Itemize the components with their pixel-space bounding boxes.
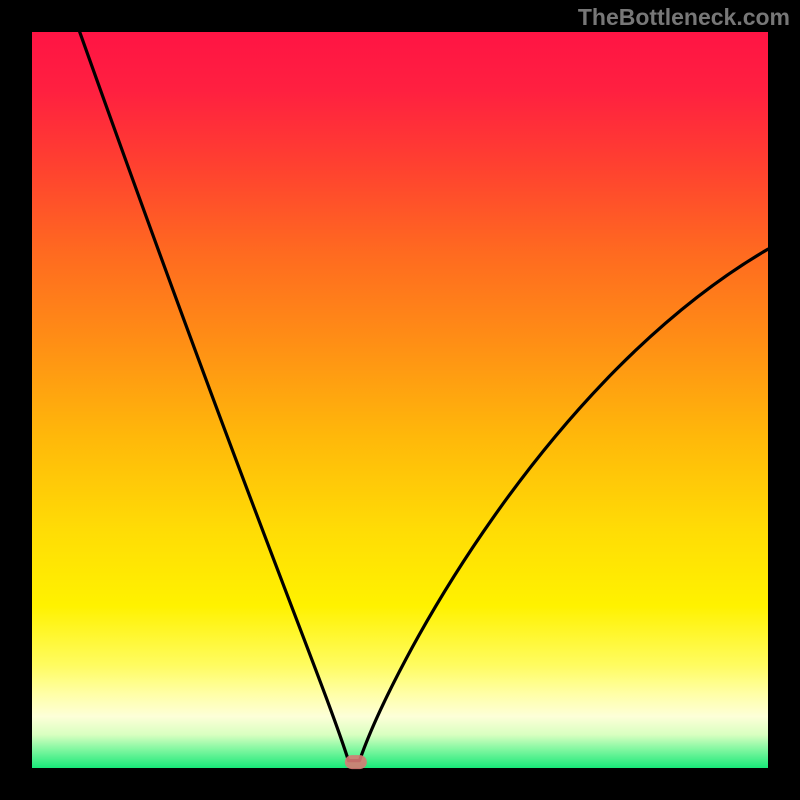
chart-container: TheBottleneck.com [0,0,800,800]
plot-background [32,32,768,768]
bottleneck-chart [0,0,800,800]
watermark-text: TheBottleneck.com [578,4,790,31]
optimal-marker [345,755,367,769]
